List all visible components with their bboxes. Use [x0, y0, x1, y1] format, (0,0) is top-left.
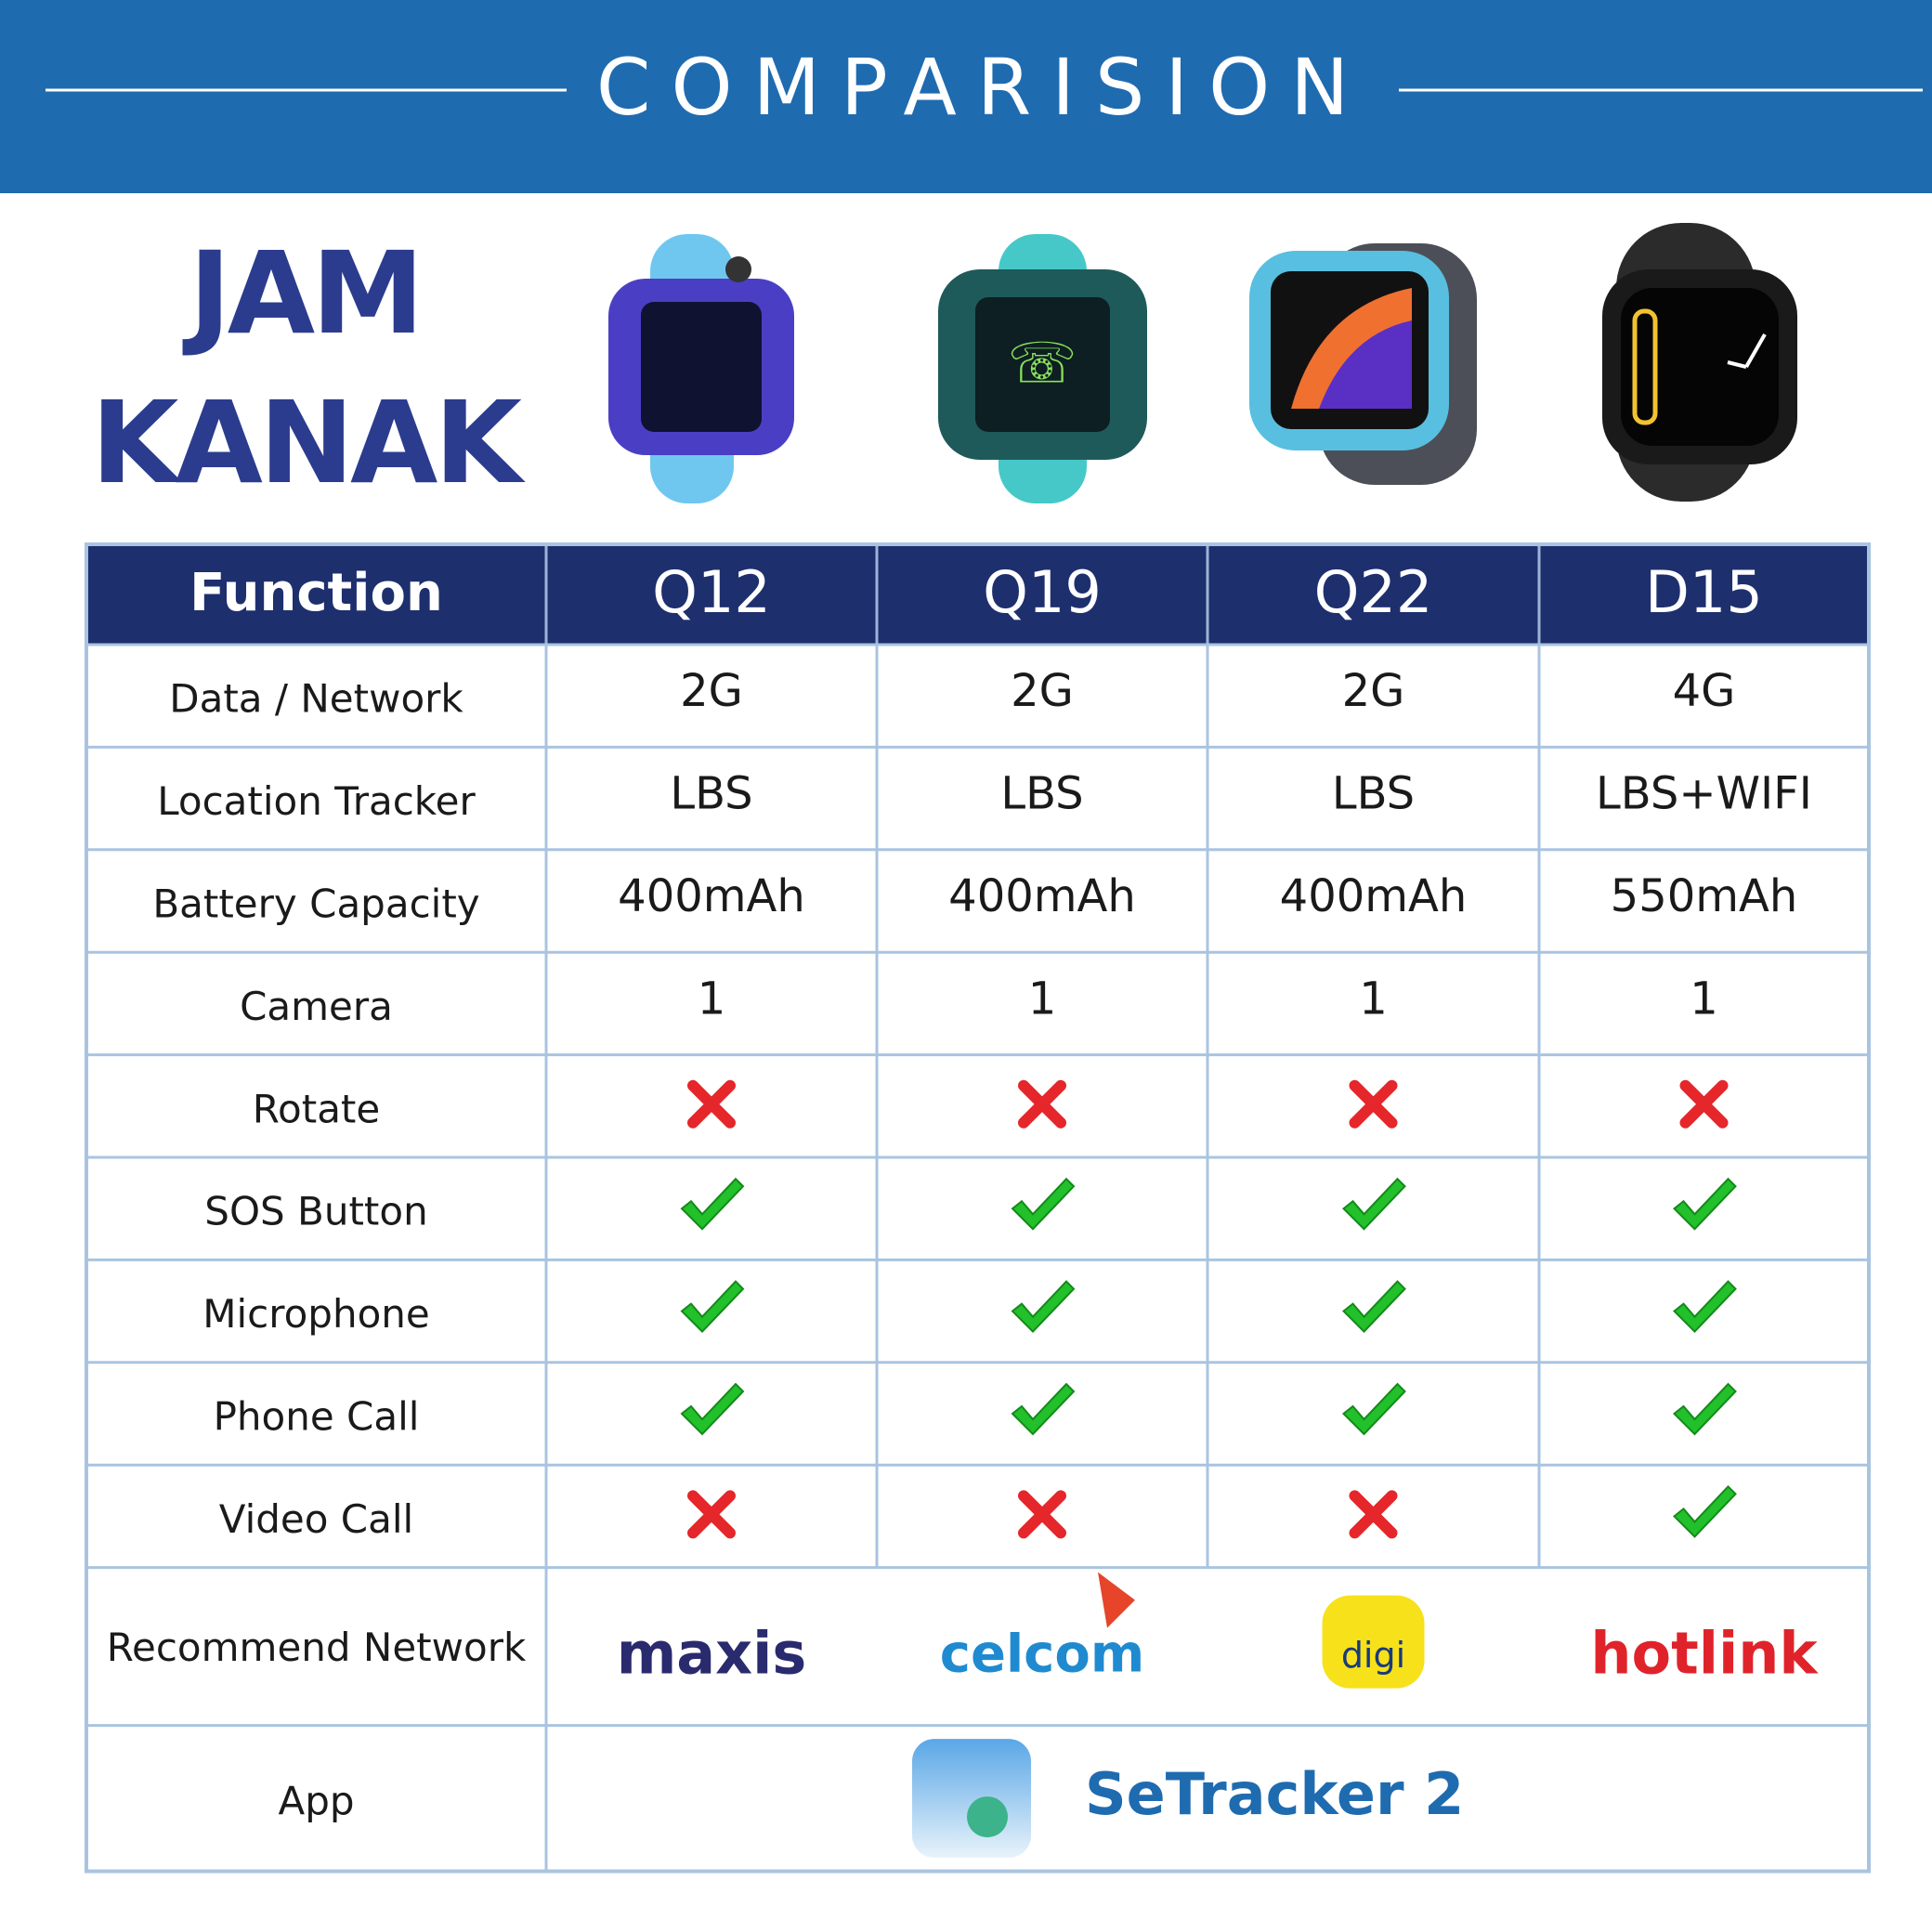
row-label: SOS Button: [204, 1189, 427, 1234]
row-label: Location Tracker: [157, 778, 476, 824]
app-icon-pin: [967, 1796, 1008, 1838]
check-icon: [1011, 1382, 1076, 1436]
network-logo: hotlink: [1590, 1620, 1819, 1688]
cell-value: 400mAh: [948, 870, 1136, 922]
column-header: Function: [189, 563, 443, 623]
cross-stroke: [1349, 1079, 1398, 1129]
cross-stroke: [687, 1079, 736, 1129]
check-icon: [1011, 1280, 1076, 1334]
cell-value: LBS: [670, 768, 752, 820]
watch-image: [1249, 243, 1477, 485]
check-icon: [680, 1177, 745, 1231]
cross-icon: [687, 1079, 736, 1129]
watch-image: ☏: [938, 234, 1147, 503]
cross-icon: [1349, 1079, 1398, 1129]
check-icon: [1342, 1382, 1406, 1436]
column-header: Q12: [652, 558, 771, 626]
check-icon: [1011, 1177, 1076, 1231]
cross-icon: [1679, 1079, 1729, 1129]
cross-icon: [687, 1490, 736, 1539]
column-header: D15: [1645, 558, 1763, 626]
cell-value: 400mAh: [618, 870, 805, 922]
cell-value: 2G: [680, 665, 743, 717]
column-header: Q19: [983, 558, 1102, 626]
brand-line: KANAK: [91, 377, 526, 509]
network-logo: maxis: [617, 1620, 807, 1688]
table: Function Q12 Q19 Q22 D15 Data / Network 2G 2G 2G…: [85, 542, 1871, 1873]
check-icon: [1673, 1382, 1737, 1436]
row-label: Data / Network: [169, 676, 463, 722]
row-label: Rotate: [253, 1086, 381, 1131]
header-band: [0, 0, 1932, 193]
cross-stroke: [1679, 1079, 1729, 1129]
row-label: Battery Capacity: [152, 881, 479, 927]
cell-value: LBS+WIFI: [1596, 768, 1812, 820]
cross-stroke: [1018, 1079, 1066, 1129]
brand-line: JAM: [182, 228, 420, 359]
cell-value: LBS: [1332, 768, 1415, 820]
row-label: Phone Call: [214, 1394, 420, 1440]
check-icon: [1342, 1280, 1406, 1334]
watch-image: [1602, 223, 1797, 502]
celcom-mark: [1098, 1572, 1135, 1628]
check-icon: [1673, 1484, 1737, 1538]
check-icon: [1673, 1280, 1737, 1334]
network-logo: celcom: [940, 1625, 1144, 1685]
row-label: Recommend Network: [107, 1625, 527, 1670]
column-header: Q22: [1314, 558, 1433, 626]
cell-value: 1: [698, 973, 726, 1025]
cell-value: 550mAh: [1611, 870, 1798, 922]
cross-stroke: [1018, 1490, 1066, 1539]
app-icon: [912, 1739, 1031, 1859]
row-label: App: [278, 1779, 354, 1824]
digi-badge: [1322, 1595, 1425, 1689]
cell-value: 1: [1359, 973, 1388, 1025]
cross-icon: [1018, 1490, 1066, 1539]
cross-icon: [1349, 1490, 1398, 1539]
cell-value: 4G: [1673, 665, 1736, 717]
check-icon: [1673, 1177, 1737, 1231]
check-icon: [680, 1280, 745, 1334]
row-label: Video Call: [219, 1496, 413, 1542]
cross-stroke: [687, 1490, 736, 1539]
table-border: [85, 542, 1871, 1873]
cross-stroke: [1349, 1490, 1398, 1539]
watch-icon: ☏: [1007, 332, 1077, 397]
app-name: SeTracker 2: [1085, 1760, 1464, 1828]
cell-value: 2G: [1011, 665, 1074, 717]
table-header: [86, 544, 1869, 645]
cell-value: LBS: [1000, 768, 1083, 820]
cell-value: 400mAh: [1280, 870, 1468, 922]
cell-value: 2G: [1342, 665, 1405, 717]
watch-image: [608, 234, 794, 503]
check-icon: [1342, 1177, 1406, 1231]
cross-icon: [1018, 1079, 1066, 1129]
cell-value: 1: [1690, 973, 1718, 1025]
network-logo: digi: [1341, 1635, 1405, 1676]
row-label: Microphone: [202, 1291, 429, 1337]
header-title: COMPARISION: [596, 42, 1369, 133]
row-label: Camera: [240, 984, 393, 1029]
cell-value: 1: [1028, 973, 1057, 1025]
check-icon: [680, 1382, 745, 1436]
